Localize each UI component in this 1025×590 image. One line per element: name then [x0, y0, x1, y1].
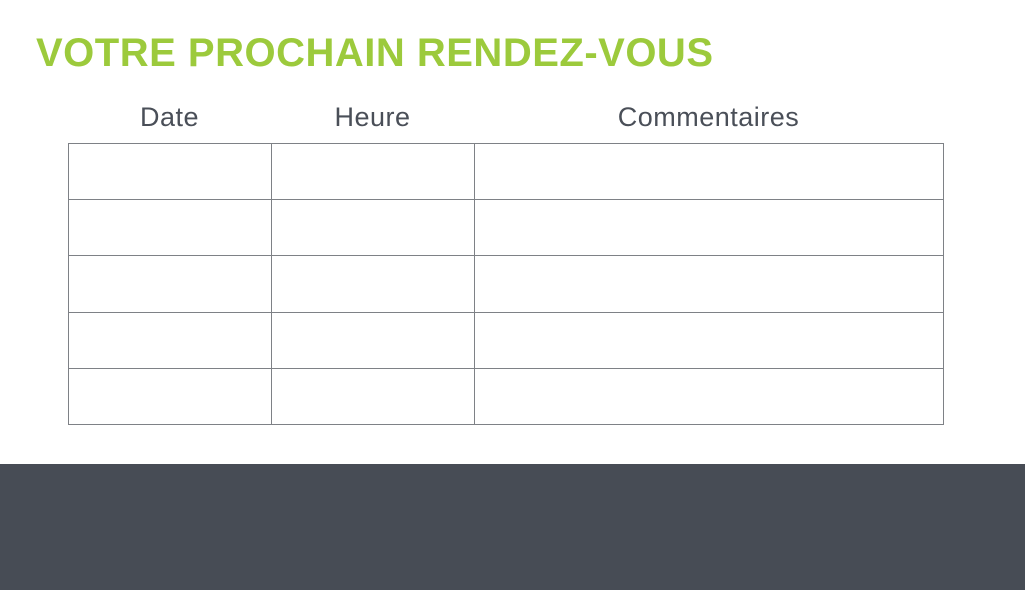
- table-row: [68, 255, 944, 313]
- table-cell: [271, 142, 475, 201]
- table-cell: [68, 199, 272, 257]
- table-cell: [68, 142, 272, 201]
- table-cell: [474, 255, 944, 313]
- table-cell: [271, 367, 475, 426]
- column-header-date: Date: [139, 102, 200, 132]
- table-cell: [474, 311, 944, 369]
- table-cell: [271, 311, 475, 369]
- table-row: [68, 311, 944, 369]
- table-column-headers: Date Heure Commentaires: [68, 100, 943, 134]
- table-cell: [68, 367, 272, 426]
- table-row: [68, 142, 944, 201]
- footer-band: [0, 464, 1025, 590]
- table-cell: [474, 199, 944, 257]
- page-title: VOTRE PROCHAIN RENDEZ-VOUS: [36, 31, 714, 75]
- column-header-heure: Heure: [334, 102, 411, 132]
- table-cell: [68, 311, 272, 369]
- table-cell: [68, 255, 272, 313]
- appointments-table: [68, 142, 944, 426]
- table-row: [68, 199, 944, 257]
- table-cell: [474, 142, 944, 201]
- table-cell: [474, 367, 944, 426]
- table-cell: [271, 255, 475, 313]
- table-cell: [271, 199, 475, 257]
- column-header-commentaires: Commentaires: [617, 102, 800, 132]
- table-row: [68, 367, 944, 426]
